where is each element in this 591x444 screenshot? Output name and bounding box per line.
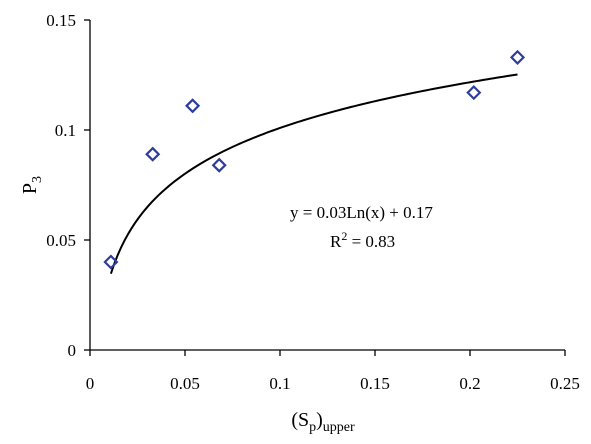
- data-points: [103, 49, 526, 270]
- x-tick-label: 0.25: [550, 374, 580, 393]
- x-tick-label: 0.15: [360, 374, 390, 393]
- data-point-marker: [103, 254, 119, 270]
- data-point-marker: [145, 146, 161, 162]
- x-tick-label: 0.1: [269, 374, 290, 393]
- x-ticks: 0 0.05 0.1 0.15 0.2 0.25: [86, 350, 580, 393]
- x-tick-label: 0.05: [170, 374, 200, 393]
- trendline-equation: y = 0.03Ln(x) + 0.17: [290, 203, 433, 222]
- y-tick-label: 0.1: [55, 121, 76, 140]
- trendline: [109, 73, 518, 274]
- data-point-marker: [466, 85, 482, 101]
- y-axis-title: P3: [19, 176, 45, 194]
- data-point-marker: [185, 98, 201, 114]
- r-squared-label: R2 = 0.83: [330, 229, 395, 251]
- x-tick-label: 0.2: [459, 374, 480, 393]
- axes: 0 0.05 0.1 0.15 0.2 0.25 0 0.05 0.1 0.15: [46, 11, 580, 393]
- x-axis-title: (Sp)upper: [291, 409, 355, 435]
- x-tick-label: 0: [86, 374, 95, 393]
- y-tick-label: 0.15: [46, 11, 76, 30]
- data-point-marker: [211, 157, 227, 173]
- y-ticks: 0 0.05 0.1 0.15: [46, 11, 90, 360]
- y-tick-label: 0.05: [46, 231, 76, 250]
- data-point-marker: [509, 49, 526, 65]
- y-tick-label: 0: [68, 341, 77, 360]
